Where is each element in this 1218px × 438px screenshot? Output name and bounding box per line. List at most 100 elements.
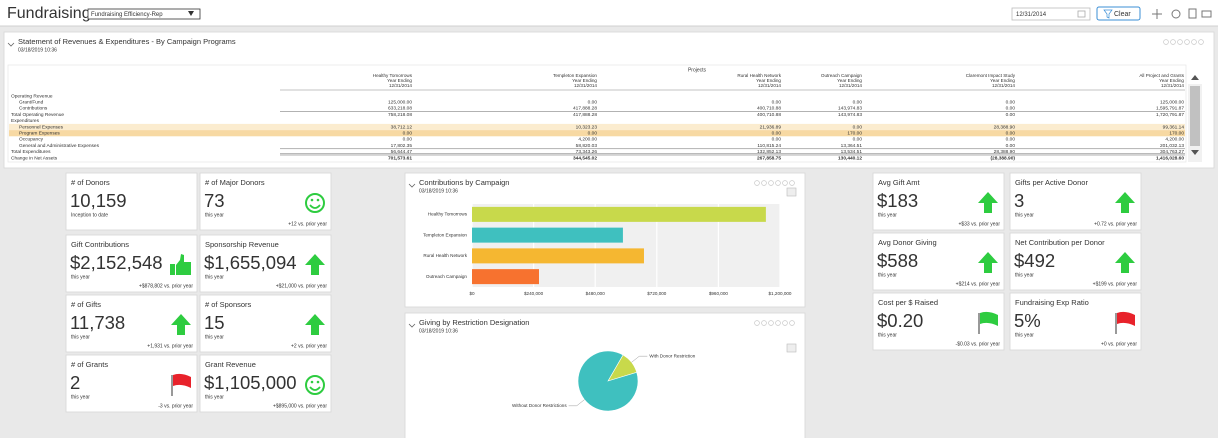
column-header: Year Ending [837,78,862,83]
collapse-chevron[interactable] [408,183,416,188]
export-button[interactable] [786,187,797,197]
panel-timestamp: 03/18/2019 10:36 [419,188,458,194]
kpi-value: 10,159 [70,190,127,211]
table-cell: 132,852.13 [757,149,781,155]
x-tick-label: $960,000 [709,291,729,296]
kpi-title: Avg Gift Amt [878,178,920,187]
kpi-note: this year [878,332,897,338]
date-input[interactable] [1011,7,1091,21]
table-cell: 400,710.88 [757,106,781,112]
column-header: 12/31/2014 [574,83,597,88]
row-label: Program Expenses [19,130,60,136]
panel-tool-icon[interactable] [775,320,781,326]
kpi-card [872,232,1005,291]
add-icon[interactable] [1152,9,1162,19]
copy-icon[interactable] [1188,8,1197,19]
panel-tool-icon[interactable] [754,180,760,186]
panel-tool-icon[interactable] [1198,39,1204,45]
table-cell: 0.00 [588,99,598,105]
panel-tool-icon[interactable] [1191,39,1197,45]
row-label: Total Operating Revenue [11,112,64,118]
table-cell: 267,858.75 [757,155,781,161]
panel-tool-icon[interactable] [754,320,760,326]
scrollbar-thumb[interactable] [1190,86,1200,146]
panel-tool-icon[interactable] [782,180,788,186]
table-cell: 13,364.51 [841,143,863,149]
trend-up-icon [978,192,998,213]
panel-tool-icon[interactable] [1170,39,1176,45]
kpi-note: Inception to date [71,212,108,218]
kpi-value: 3 [1014,190,1024,211]
kpi-note: this year [1015,272,1034,278]
column-header: Healthy Tomorrows [373,73,413,78]
scroll-up[interactable] [1191,75,1199,80]
kpi-note: this year [71,394,90,400]
flag-icon [1117,311,1135,326]
kpi-delta: +$895,000 vs. prior year [273,403,327,409]
row-highlight [9,130,1185,137]
collapse-chevron[interactable] [408,323,416,328]
table-cell: 0.00 [772,137,782,143]
table-cell: (28,388.90) [990,155,1015,161]
table-cell: 758,218.08 [388,112,412,118]
dropdown-caret [188,11,194,16]
table-cell: 143,974.83 [838,112,862,118]
kpi-delta: +12 vs. prior year [288,221,327,227]
column-header: Year Ending [387,78,412,83]
table-cell: 99,361.14 [1163,124,1185,130]
kpi-value: $2,152,548 [70,252,163,273]
panel-tool-icon[interactable] [775,180,781,186]
kpi-note: this year [1015,212,1034,218]
table-cell: 417,888.28 [573,106,597,112]
table-cell: 0.00 [1006,137,1016,143]
kpi-title: # of Sponsors [205,300,252,309]
kpi-delta: -$0.03 vs. prior year [956,341,1001,347]
table-cell: 38,712.12 [391,124,413,130]
trend-up-icon [305,314,325,335]
kpi-note: this year [205,334,224,340]
scroll-down[interactable] [1191,150,1199,155]
panel-tool-icon[interactable] [789,320,795,326]
panel-tool-icon[interactable] [768,180,774,186]
bar [472,206,766,222]
kpi-note: this year [878,272,897,278]
kpi-value: $492 [1014,250,1055,271]
table-cell: 1,720,791.87 [1156,112,1184,118]
flag-icon [980,311,998,326]
table-cell: 304,763.27 [1160,149,1184,155]
table-cell: 10,323.23 [576,124,598,130]
kpi-note: this year [205,212,224,218]
column-header: Year Ending [990,78,1015,83]
panel-tool-icon[interactable] [1177,39,1183,45]
kpi-title: Net Contribution per Donor [1015,238,1105,247]
column-header: All Project and Grants [1139,73,1184,78]
smiley-eye [310,380,314,384]
table-cell: 125,000.00 [1160,99,1184,105]
kpi-value: $588 [877,250,918,271]
panel-tool-icon[interactable] [1184,39,1190,45]
panel-tool-icon[interactable] [761,320,767,326]
report-dropdown[interactable] [87,8,201,20]
table-cell: 1,416,028.60 [1156,155,1184,161]
panel-tool-icon[interactable] [782,320,788,326]
settings-icon[interactable] [1171,9,1181,19]
bar [472,248,644,264]
panel-tool-icon[interactable] [761,180,767,186]
table-cell: 344,545.02 [573,155,597,161]
slice-label: With Donor Restriction [649,353,695,358]
kpi-title: # of Grants [71,360,108,369]
panel-tool-icon[interactable] [789,180,795,186]
print-icon[interactable] [1201,10,1212,18]
kpi-delta: +$21,000 vs. prior year [276,283,328,289]
table-cell: 0.00 [772,130,782,136]
kpi-title: Grant Revenue [205,360,256,369]
row-label: Operating Revenue [11,93,53,99]
panel-tool-icon[interactable] [1163,39,1169,45]
panel-tool-icon[interactable] [768,320,774,326]
row-label: Contributions [19,106,48,112]
collapse-chevron[interactable] [7,42,15,47]
kpi-delta: +2 vs. prior year [291,343,327,349]
table-cell: 56,644.47 [391,149,413,155]
table-cell: 201,032.13 [1160,143,1184,149]
export-button[interactable] [786,343,797,353]
